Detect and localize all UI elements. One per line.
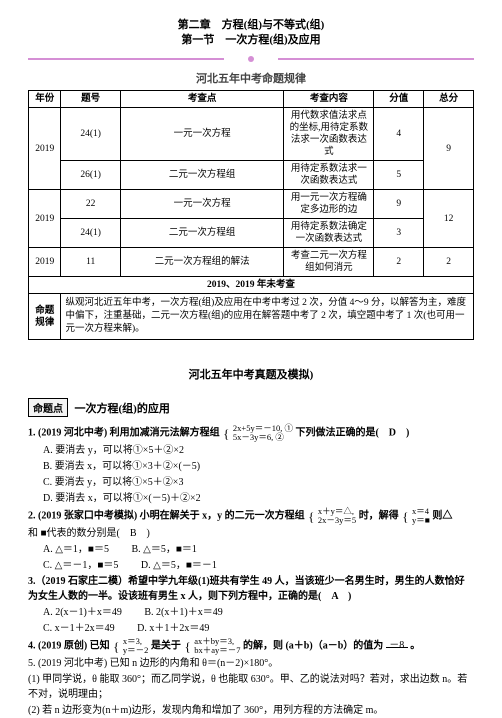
q1-optC: C. 要消去 y，可以将①×5＋②×3 [28, 475, 474, 490]
top-banner: 河北五年中考命题规律 [28, 70, 474, 86]
table-row: 26(1) 二元一次方程组 用待定系数法求一次函数表达式 5 [29, 161, 474, 190]
left-brace-icon: { [184, 639, 190, 654]
q3-stem: 3.（2019 石家庄二模）希望中学九年级(1)班共有学生 49 人，当该班少一… [28, 576, 465, 602]
cell-content: 考查二元一次方程组如何消元 [284, 248, 374, 277]
cell-score: 5 [374, 161, 424, 190]
q3-optD: D. x＋1＋2x＝49 [137, 623, 209, 634]
table-row: 2019 24(1) 一元一次方程 用代数求值法求点的坐标,用待定系数法求一次函… [29, 108, 474, 161]
cell-year: 2019 [29, 108, 61, 190]
q3-options: A. 2(x－1)＋x＝49 B. 2(x＋1)＋x＝49 [28, 605, 474, 620]
table-header-row: 年份 题号 考查点 考查内容 分值 总分 [29, 91, 474, 108]
cell-point: 二元一次方程组 [120, 161, 283, 190]
left-brace-icon: { [402, 509, 408, 524]
q1-optB: B. 要消去 x，可以将①×3＋②×(－5) [28, 459, 474, 474]
topic-text: 一次方程(组)的应用 [75, 403, 170, 415]
th-year: 年份 [29, 91, 61, 108]
th-num: 题号 [61, 91, 120, 108]
cell-score: 2 [374, 248, 424, 277]
q4-eq2-bot: bx＋ay＝－7 [194, 645, 240, 655]
cell-num: 22 [61, 190, 120, 219]
table-summary-row: 命题规律 纵观河北近五年中考，一次方程(组)及应用在中考中考过 2 次，分值 4… [29, 294, 474, 340]
q1-optA: A. 要消去 y，可以将①×5＋②×2 [28, 443, 474, 458]
q2-optB: B. △＝5，■＝1 [131, 544, 196, 555]
q2-tail: 则△ [432, 510, 452, 521]
cell-score: 4 [374, 108, 424, 161]
cell-point: 二元一次方程组的解法 [120, 248, 283, 277]
cell-year: 2019 [29, 190, 61, 248]
q1-stem-b: 下列做法正确的是( D ) [295, 427, 409, 438]
q4-eq1-bot: y＝－2 [123, 645, 149, 655]
chapter-title: 第二章 方程(组)与不等式(组) [28, 18, 474, 33]
q3-optC: C. x－1＋2x＝49 [43, 623, 115, 634]
q3-options2: C. x－1＋2x＝49 D. x＋1＋2x＝49 [28, 621, 474, 636]
title-block: 第二章 方程(组)与不等式(组) 第一节 一次方程(组)及应用 [28, 18, 474, 48]
q4-tail-a: 的解，则 (a＋b)（a－b）的值为 [243, 640, 383, 651]
q3-optA: A. 2(x－1)＋x＝49 [43, 607, 122, 618]
table-row: 24(1) 二元一次方程组 用待定系数法确定一次函数表达式 3 [29, 219, 474, 248]
table-unchecked-row: 2019、2019 年未考查 [29, 277, 474, 294]
cell-num: 24(1) [61, 219, 120, 248]
mid-banner: 河北五年中考真题及模拟) [28, 366, 474, 382]
cell-num: 24(1) [61, 108, 120, 161]
question-3: 3.（2019 石家庄二模）希望中学九年级(1)班共有学生 49 人，当该班少一… [28, 574, 474, 604]
cell-total: 2 [424, 248, 474, 277]
section-title: 第一节 一次方程(组)及应用 [28, 33, 474, 48]
q2-mid: 时，解得 [359, 510, 399, 521]
exam-table: 年份 题号 考查点 考查内容 分值 总分 2019 24(1) 一元一次方程 用… [28, 90, 474, 340]
cell-content: 用代数求值法求点的坐标,用待定系数法求一次函数表达式 [284, 108, 374, 161]
table-row: 2019 11 二元一次方程组的解法 考查二元一次方程组如何消元 2 2 [29, 248, 474, 277]
q2-stem-a: 2. (2019 张家口中考模拟) 小明在解关于 x，y 的二元一次方程组 [28, 510, 305, 521]
cell-num: 26(1) [61, 161, 120, 190]
cell-point: 一元一次方程 [120, 190, 283, 219]
cell-point: 一元一次方程 [120, 108, 283, 161]
question-4: 4. (2019 原创) 已知 { x＝3,y＝－2 是关于 { ax＋by＝3… [28, 637, 474, 655]
q2-options2: C. △＝－1，■＝5 D. △＝5，■＝－1 [28, 558, 474, 573]
cell-year: 2019 [29, 248, 61, 277]
th-total: 总分 [424, 91, 474, 108]
q2-eq1-bot: 2x－3y＝5 [318, 515, 356, 525]
topic-label: 命题点 [28, 398, 68, 417]
q2-optA: A. △＝1，■＝5 [43, 544, 109, 555]
cell-content: 用待定系数法求一次函数表达式 [284, 161, 374, 190]
q2-options: A. △＝1，■＝5 B. △＝5，■＝1 [28, 542, 474, 557]
th-score: 分值 [374, 91, 424, 108]
q1-stem-a: 1. (2019 河北中考) 利用加减消元法解方程组 [28, 427, 220, 438]
decorative-divider [28, 54, 474, 64]
q2-optD: D. △＝5，■＝－1 [141, 560, 217, 571]
q4-tail-b: 。 [410, 640, 420, 651]
q1-eq-bot: 5x－3y＝6, ② [233, 432, 284, 442]
cell-total: 9 [424, 108, 474, 190]
q3-optB: B. 2(x＋1)＋x＝49 [144, 607, 222, 618]
q2-optC: C. △＝－1，■＝5 [43, 560, 118, 571]
cell-total: 12 [424, 190, 474, 248]
cell-content: 用待定系数法确定一次函数表达式 [284, 219, 374, 248]
q2-line2: 和 ■代表的数分别是( B ) [28, 526, 474, 541]
cell-point: 二元一次方程组 [120, 219, 283, 248]
left-brace-icon: { [223, 426, 229, 441]
cell-num: 11 [61, 248, 120, 277]
question-2: 2. (2019 张家口中考模拟) 小明在解关于 x，y 的二元一次方程组 { … [28, 507, 474, 525]
left-brace-icon: { [308, 509, 314, 524]
question-1: 1. (2019 河北中考) 利用加减消元法解方程组 { 2x+5y＝－10, … [28, 424, 474, 442]
q5-stem: 5. (2019 河北中考) 已知 n 边形的内角和 θ＝(n－2)×180°。 [28, 656, 474, 671]
left-brace-icon: { [113, 639, 119, 654]
cell-content: 用一元一次方程确定多边形的边 [284, 190, 374, 219]
topic-row: 命题点 一次方程(组)的应用 [28, 398, 474, 420]
th-point: 考查点 [120, 91, 283, 108]
cell-score: 3 [374, 219, 424, 248]
unchecked-cell: 2019、2019 年未考查 [29, 277, 474, 294]
q4-blank: －8 [386, 638, 408, 648]
q4-mid: 是关于 [151, 640, 181, 651]
table-row: 2019 22 一元一次方程 用一元一次方程确定多边形的边 9 12 [29, 190, 474, 219]
cell-score: 9 [374, 190, 424, 219]
q2-eq2-bot: y＝■ [412, 515, 430, 525]
summary-label: 命题规律 [29, 294, 61, 340]
q1-optD: D. 要消去 x，可以将①×(－5)＋②×2 [28, 491, 474, 506]
th-content: 考查内容 [284, 91, 374, 108]
q4-stem-a: 4. (2019 原创) 已知 [28, 640, 110, 651]
summary-text: 纵观河北近五年中考，一次方程(组)及应用在中考中考过 2 次，分值 4～9 分，… [61, 294, 474, 340]
q5-p1: (1) 甲同学说，θ 能取 360°；而乙同学说，θ 也能取 630°。甲、乙的… [28, 672, 474, 702]
